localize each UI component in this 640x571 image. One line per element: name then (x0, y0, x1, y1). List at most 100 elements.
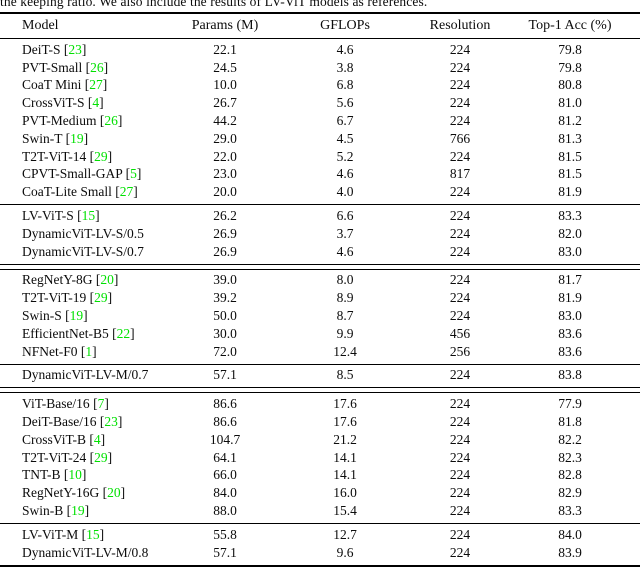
params-value: 55.8 (213, 526, 237, 542)
resolution-value: 224 (449, 431, 471, 447)
model-cell: DeiT-S [23] (0, 42, 180, 58)
model-cell: ViT-Base/16 [7] (0, 396, 180, 412)
top1-value: 82.0 (558, 225, 582, 241)
citation-number: 27 (89, 77, 103, 93)
table-row: LV-ViT-S [15] 26.2 6.6 224 83.3 (0, 207, 640, 225)
table-row: DeiT-S [23] 22.1 4.6 224 79.8 (0, 41, 640, 59)
model-name: CrossViT-B (22, 431, 86, 447)
table-header-row: Model Params (M) GFLOPs Resolution Top-1… (0, 14, 640, 38)
citation: [29] (86, 449, 113, 465)
table-top-rule (0, 12, 640, 14)
params-value: 22.1 (213, 41, 237, 57)
citation: [4] (84, 95, 104, 111)
citation: [20] (93, 272, 119, 287)
params-value: 26.7 (213, 95, 237, 111)
params-value: 86.6 (213, 396, 237, 412)
params-value: 10.0 (213, 77, 237, 93)
gflops-value: 5.2 (336, 148, 354, 164)
citation-number: 15 (81, 208, 96, 224)
citation-number: 29 (94, 449, 108, 465)
top1-value: 81.9 (558, 290, 582, 306)
top1-value: 81.9 (558, 184, 582, 200)
citation-close-bracket: ] (95, 208, 100, 224)
citation-open-bracket: [ (86, 148, 95, 164)
params-value: 88.0 (213, 503, 237, 519)
citation-number: 26 (104, 113, 118, 129)
model-cell: EfficientNet-B5 [22] (0, 326, 180, 342)
model-name: RegNetY-16G (22, 485, 100, 501)
citation-number: 23 (68, 41, 82, 57)
citation-open-bracket: [ (78, 526, 87, 542)
table-row: CoaT Mini [27] 10.0 6.8 224 80.8 (0, 77, 640, 95)
citation-number: 29 (94, 290, 108, 306)
resolution-value: 256 (449, 343, 471, 359)
rule-thick (0, 564, 640, 567)
gflops-value: 9.9 (336, 325, 354, 341)
col-header-top1: Top-1 Acc (%) (528, 18, 612, 33)
citation-open-bracket: [ (86, 449, 95, 465)
resolution-value: 224 (449, 308, 471, 324)
params-value: 66.0 (213, 467, 237, 483)
model-name: DeiT-S (22, 41, 61, 57)
table-row: ViT-Base/16 [7] 86.6 17.6 224 77.9 (0, 395, 640, 413)
params-value: 57.1 (213, 367, 237, 383)
resolution-value: 224 (449, 41, 471, 57)
citation-close-bracket: ] (120, 485, 126, 501)
gflops-value: 6.7 (336, 113, 354, 129)
params-value: 39.2 (213, 290, 237, 306)
rule-single (0, 522, 640, 524)
table-row: Swin-B [19] 88.0 15.4 224 83.3 (0, 502, 640, 520)
citation-number: 29 (94, 148, 108, 164)
table-row: PVT-Medium [26] 44.2 6.7 224 81.2 (0, 112, 640, 130)
resolution-value: 224 (449, 113, 471, 129)
citation-open-bracket: [ (63, 503, 72, 519)
gflops-value: 9.6 (336, 544, 354, 560)
citation: [19] (62, 308, 88, 323)
model-name: Swin-B (22, 503, 64, 519)
citation: [23] (61, 42, 87, 57)
citation-close-bracket: ] (81, 41, 87, 57)
resolution-value: 224 (449, 544, 471, 560)
model-cell: CoaT Mini [27] (0, 77, 180, 93)
params-value: 29.0 (213, 130, 237, 146)
citation-number: 26 (90, 59, 104, 75)
table-row: T2T-ViT-19 [29] 39.2 8.9 224 81.9 (0, 289, 640, 307)
top1-value: 82.9 (558, 485, 582, 501)
gflops-value: 4.0 (336, 184, 354, 200)
table-group: RegNetY-8G [20] 39.0 8.0 224 81.7 T2T-Vi… (0, 270, 640, 364)
table-row: RegNetY-8G [20] 39.0 8.0 224 81.7 (0, 272, 640, 290)
params-value: 44.2 (213, 113, 237, 129)
resolution-value: 224 (449, 367, 471, 383)
model-cell: CoaT-Lite Small [27] (0, 184, 180, 200)
gflops-value: 14.1 (333, 449, 357, 465)
citation-open-bracket: [ (122, 166, 131, 182)
table-row: PVT-Small [26] 24.5 3.8 224 79.8 (0, 59, 640, 77)
citation-close-bracket: ] (133, 184, 138, 200)
resolution-value: 224 (449, 95, 471, 111)
resolution-value: 224 (449, 526, 471, 542)
top1-value: 80.8 (558, 77, 582, 93)
table-group: DeiT-S [23] 22.1 4.6 224 79.8 PVT-Small … (0, 39, 640, 204)
model-name: CoaT-Lite Small (22, 184, 112, 200)
top1-value: 83.0 (558, 308, 582, 324)
citation-number: 19 (71, 503, 85, 519)
gflops-value: 4.6 (336, 166, 354, 182)
citation-number: 15 (86, 526, 100, 542)
table-group: LV-ViT-M [15] 55.8 12.7 224 84.0 Dynamic… (0, 524, 640, 565)
gflops-value: 4.6 (336, 243, 354, 259)
resolution-value: 224 (449, 208, 471, 224)
model-cell: DynamicViT-LV-M/0.7 (0, 367, 180, 383)
model-name: ViT-Base/16 (22, 396, 90, 412)
model-name: PVT-Small (22, 59, 83, 75)
citation-number: 27 (119, 184, 134, 200)
citation: [27] (112, 184, 138, 199)
top1-value: 83.0 (558, 243, 582, 259)
top1-value: 83.8 (558, 367, 582, 383)
citation-close-bracket: ] (84, 503, 90, 519)
citation-number: 4 (92, 95, 100, 111)
resolution-value: 456 (449, 325, 471, 341)
top1-value: 83.6 (558, 325, 582, 341)
col-header-params: Params (M) (191, 18, 259, 33)
model-name: PVT-Medium (22, 113, 97, 129)
citation-close-bracket: ] (107, 148, 113, 164)
